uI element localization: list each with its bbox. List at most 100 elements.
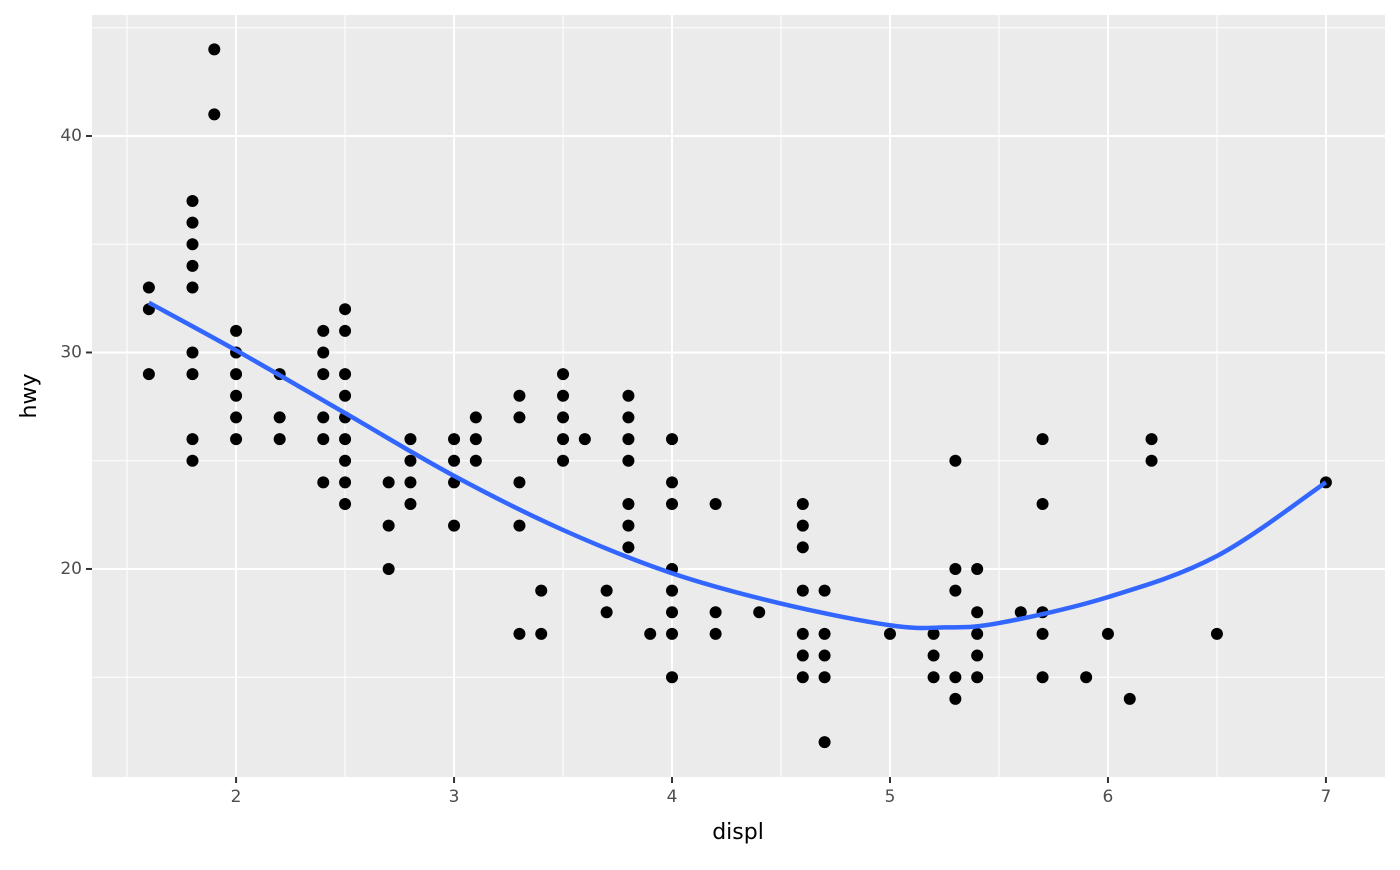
point <box>1036 627 1049 640</box>
point <box>796 649 809 662</box>
point <box>796 584 809 597</box>
point <box>818 736 831 749</box>
y-axis-title: hwy <box>17 374 42 419</box>
point <box>666 627 679 640</box>
point <box>339 498 352 511</box>
point <box>142 368 155 381</box>
point <box>469 411 482 424</box>
point <box>709 606 722 619</box>
point <box>273 433 286 446</box>
point <box>208 43 221 56</box>
point <box>317 346 330 359</box>
point <box>339 476 352 489</box>
point <box>186 368 199 381</box>
point <box>709 627 722 640</box>
point <box>666 606 679 619</box>
point <box>339 303 352 316</box>
point <box>535 627 548 640</box>
point <box>818 671 831 684</box>
point <box>622 454 635 467</box>
x-tick-label: 7 <box>1321 787 1332 807</box>
point <box>230 324 243 337</box>
point <box>230 389 243 402</box>
point <box>448 454 461 467</box>
point <box>1145 454 1158 467</box>
point <box>404 433 417 446</box>
point <box>513 476 526 489</box>
point <box>339 389 352 402</box>
point <box>382 562 395 575</box>
x-tick-label: 4 <box>667 787 678 807</box>
point <box>557 389 570 402</box>
point <box>186 238 199 251</box>
point <box>142 281 155 294</box>
point <box>186 454 199 467</box>
point <box>317 433 330 446</box>
point <box>578 433 591 446</box>
point <box>622 498 635 511</box>
point <box>317 368 330 381</box>
point <box>469 433 482 446</box>
point <box>949 562 962 575</box>
point <box>818 627 831 640</box>
point <box>883 627 896 640</box>
point <box>796 519 809 532</box>
point <box>230 433 243 446</box>
point <box>186 433 199 446</box>
point <box>317 476 330 489</box>
x-tick-label: 5 <box>885 787 896 807</box>
point <box>796 541 809 554</box>
point <box>339 454 352 467</box>
point <box>1123 692 1136 705</box>
point <box>404 454 417 467</box>
point <box>557 411 570 424</box>
point <box>927 671 940 684</box>
point <box>382 476 395 489</box>
point <box>971 562 984 575</box>
point <box>513 519 526 532</box>
point <box>382 519 395 532</box>
point <box>927 649 940 662</box>
point <box>186 194 199 207</box>
point <box>949 454 962 467</box>
point <box>971 627 984 640</box>
point <box>230 411 243 424</box>
point <box>971 649 984 662</box>
point <box>1210 627 1223 640</box>
point <box>404 498 417 511</box>
point <box>622 389 635 402</box>
point <box>469 454 482 467</box>
point <box>622 519 635 532</box>
point <box>339 433 352 446</box>
point <box>513 411 526 424</box>
y-tick-label: 30 <box>60 342 82 362</box>
point <box>666 476 679 489</box>
point <box>1036 498 1049 511</box>
point <box>818 649 831 662</box>
point <box>1145 433 1158 446</box>
point <box>186 346 199 359</box>
point <box>186 216 199 229</box>
point <box>666 433 679 446</box>
point <box>600 606 613 619</box>
panel <box>92 15 1385 777</box>
point <box>666 498 679 511</box>
point <box>404 476 417 489</box>
point <box>971 606 984 619</box>
point <box>796 498 809 511</box>
point <box>666 584 679 597</box>
x-tick-label: 3 <box>449 787 460 807</box>
point <box>1101 627 1114 640</box>
point <box>186 281 199 294</box>
point <box>208 108 221 121</box>
point <box>796 671 809 684</box>
point <box>796 627 809 640</box>
point <box>949 692 962 705</box>
point <box>557 433 570 446</box>
point <box>622 541 635 554</box>
point <box>600 584 613 597</box>
point <box>1080 671 1093 684</box>
point <box>1036 433 1049 446</box>
point <box>513 389 526 402</box>
point <box>753 606 766 619</box>
